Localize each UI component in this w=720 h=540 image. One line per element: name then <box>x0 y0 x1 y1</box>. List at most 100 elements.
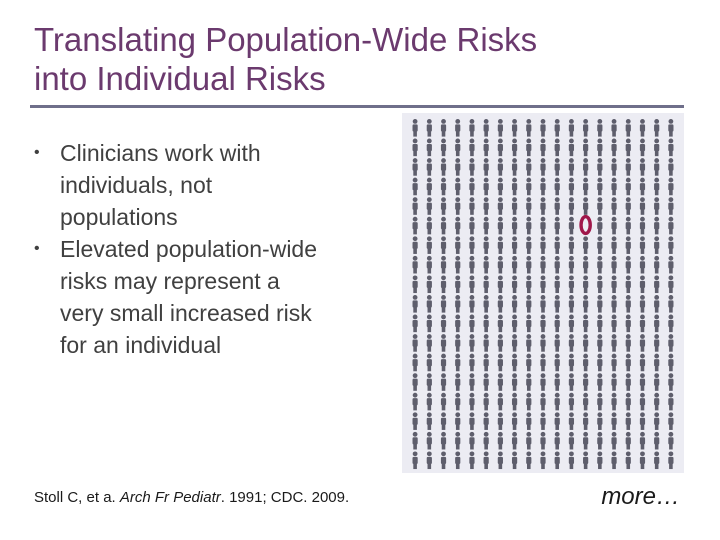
person-icon <box>511 412 518 430</box>
person-icon <box>526 158 532 176</box>
person-icon <box>455 314 461 333</box>
person-icon <box>540 295 546 313</box>
person-icon <box>540 412 546 430</box>
person-icon <box>483 177 489 196</box>
person-icon <box>554 236 560 254</box>
person-icon <box>440 431 447 450</box>
person-icon <box>497 255 503 274</box>
person-icon <box>455 295 461 313</box>
person-icon <box>540 197 546 215</box>
person-icon <box>455 138 461 157</box>
person-icon <box>511 119 518 137</box>
person-icon <box>583 392 589 411</box>
person-icon <box>583 158 589 176</box>
person-icon <box>426 334 432 352</box>
person-icon <box>511 334 518 352</box>
bullet-2-line-2: risks may represent a <box>60 268 280 294</box>
person-icon <box>654 392 660 411</box>
person-icon <box>583 236 589 254</box>
person-icon <box>583 119 589 137</box>
person-icon <box>412 197 418 215</box>
person-icon <box>668 353 674 372</box>
person-icon <box>611 295 617 313</box>
person-icon <box>526 373 532 391</box>
person-icon <box>625 138 631 157</box>
person-icon <box>654 216 660 235</box>
person-icon <box>668 255 674 274</box>
person-icon <box>455 119 461 137</box>
person-icon <box>483 451 489 470</box>
person-icon <box>611 451 617 470</box>
person-icon <box>568 197 575 215</box>
person-icon <box>597 373 603 391</box>
person-icon <box>412 177 418 196</box>
person-icon <box>440 119 447 137</box>
person-icon <box>440 412 447 430</box>
person-icon <box>668 295 674 313</box>
person-icon <box>639 236 646 254</box>
person-icon <box>554 431 560 450</box>
person-icon <box>440 373 447 391</box>
person-icon <box>625 451 631 470</box>
person-icon <box>654 412 660 430</box>
person-icon <box>412 119 418 137</box>
person-icon <box>426 158 432 176</box>
person-icon <box>654 255 660 274</box>
person-icon <box>497 373 503 391</box>
person-icon <box>597 334 603 352</box>
person-icon <box>639 216 646 235</box>
person-icon <box>583 177 589 196</box>
person-icon <box>554 373 560 391</box>
person-icon <box>483 314 489 333</box>
person-icon <box>440 392 447 411</box>
person-icon <box>426 216 432 235</box>
person-icon <box>611 412 617 430</box>
person-icon <box>455 392 461 411</box>
more-link[interactable]: more… <box>601 483 680 510</box>
citation-journal: Arch Fr Pediatr <box>119 489 221 506</box>
person-icon <box>639 197 646 215</box>
person-icon <box>469 431 475 450</box>
person-icon <box>469 119 475 137</box>
person-icon <box>540 392 546 411</box>
person-icon <box>497 451 503 470</box>
person-icon <box>469 236 475 254</box>
person-icon <box>583 451 589 470</box>
bullet-2-line-4: for an individual <box>60 332 222 358</box>
person-icon <box>440 275 447 294</box>
person-icon <box>668 158 674 176</box>
bullet-item-1: • Clinicians work with individuals, not … <box>34 137 384 233</box>
citation: Stoll C, et a. Arch Fr Pediatr. 1991; CD… <box>34 489 349 507</box>
person-icon <box>554 158 560 176</box>
person-icon <box>469 275 475 294</box>
person-icon <box>568 295 575 313</box>
person-icon <box>412 275 418 294</box>
person-icon <box>668 451 674 470</box>
person-icon <box>611 138 617 157</box>
person-icon <box>469 255 475 274</box>
person-icon <box>526 177 532 196</box>
person-icon <box>469 138 475 157</box>
person-icon <box>639 412 646 430</box>
person-icon <box>540 255 546 274</box>
person-icon <box>597 216 603 235</box>
person-icon <box>497 314 503 333</box>
person-icon <box>540 158 546 176</box>
person-icon <box>540 373 546 391</box>
person-icon <box>583 275 589 294</box>
person-icon <box>469 392 475 411</box>
person-icon <box>639 353 646 372</box>
person-icon <box>554 216 560 235</box>
person-icon <box>668 119 674 137</box>
person-icon <box>639 255 646 274</box>
person-icon <box>526 431 532 450</box>
person-icon <box>611 314 617 333</box>
person-icon <box>625 412 631 430</box>
person-icon <box>639 373 646 391</box>
person-icon <box>611 119 617 137</box>
bullet-2-line-1: Elevated population-wide <box>60 236 318 262</box>
person-icon <box>625 119 631 137</box>
person-icon <box>483 275 489 294</box>
person-icon <box>426 353 432 372</box>
person-icon <box>540 177 546 196</box>
